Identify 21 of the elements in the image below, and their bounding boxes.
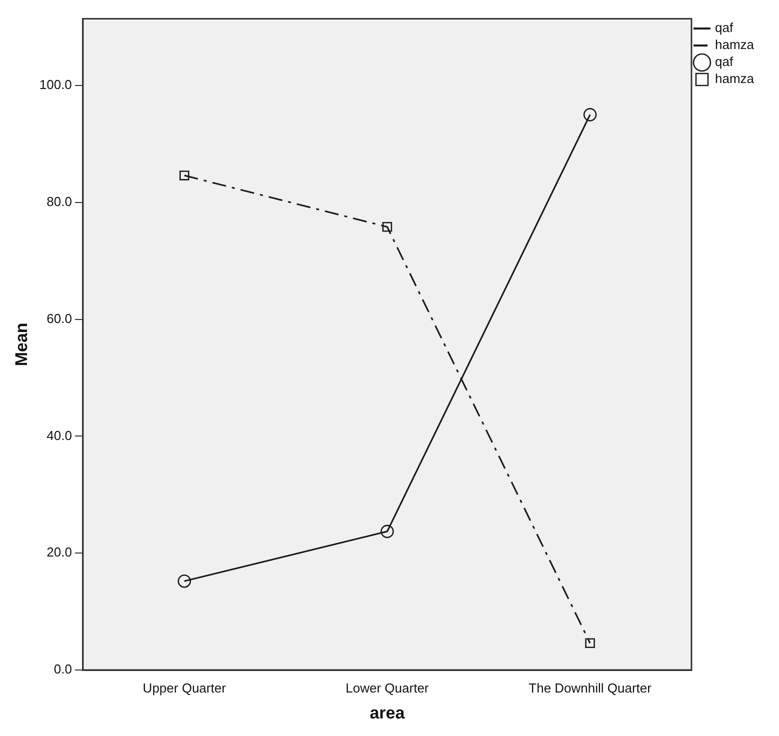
y-tick-label: 0.0 xyxy=(54,662,72,677)
text: qaf xyxy=(714,20,734,36)
point xyxy=(382,222,392,232)
x-tick-label: The Downhill Quarter xyxy=(528,680,652,696)
point xyxy=(179,170,190,180)
x-tick-label: Upper Quarter xyxy=(142,680,227,696)
y-tick-label: 80.0 xyxy=(46,194,72,209)
y-tick-label: 40.0 xyxy=(46,428,72,443)
text: hamza xyxy=(714,37,754,52)
y-tick-label: 20.0 xyxy=(46,544,72,560)
legend-label: hamza xyxy=(714,71,755,86)
point xyxy=(178,574,192,588)
point xyxy=(585,638,595,648)
y-tick-label: 60.0 xyxy=(46,310,72,326)
x-tick-label: Lower Quarter xyxy=(346,680,430,696)
y-tick-label: 100.0 xyxy=(39,77,72,92)
y-axis-title: Mean xyxy=(12,322,31,366)
point xyxy=(583,108,597,122)
x-axis-title: area xyxy=(370,703,406,722)
legend-label: qaf xyxy=(714,54,734,70)
point xyxy=(380,524,394,538)
